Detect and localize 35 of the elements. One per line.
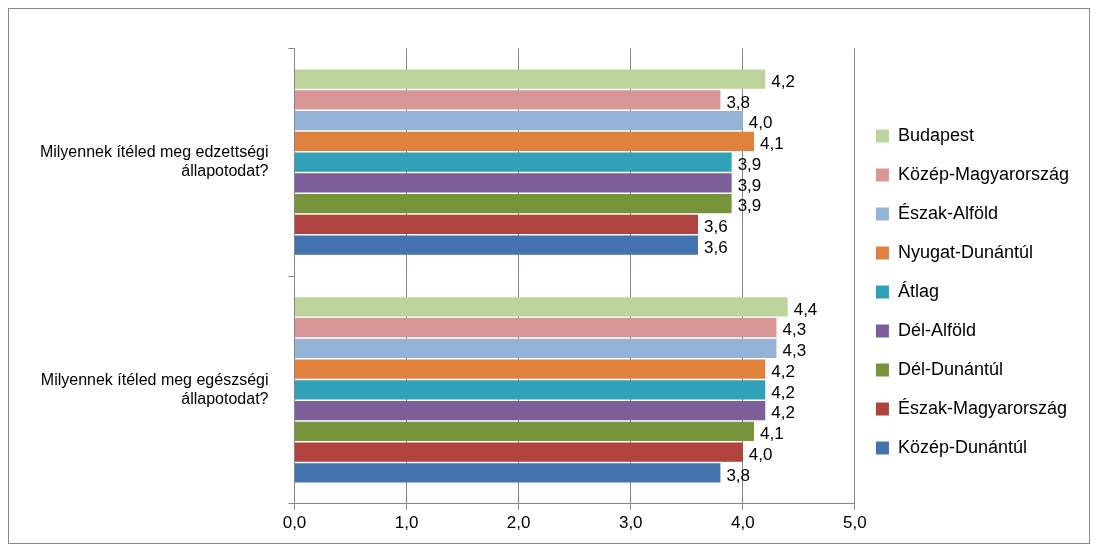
data-label: 4,4	[793, 299, 818, 319]
data-label: 4,2	[771, 361, 795, 381]
data-label: 3,8	[726, 92, 751, 112]
data-label: 3,6	[704, 237, 728, 257]
x-tick-label: 0,0	[282, 512, 307, 532]
data-label: 4,2	[771, 382, 795, 402]
legend-label: Dél-Alföld	[897, 319, 976, 340]
legend-label: Átlag	[897, 280, 939, 301]
legend-label: Dél-Dunántúl	[897, 358, 1003, 379]
data-label: 4,0	[748, 113, 773, 133]
data-label: 4,1	[760, 134, 784, 154]
legend-label: Észak-Magyarország	[897, 397, 1067, 418]
data-label: 4,0	[748, 444, 773, 464]
x-tick-label: 4,0	[731, 512, 755, 532]
data-label: 4,2	[771, 71, 795, 91]
data-label: 3,9	[737, 196, 762, 216]
y-tick-label: Milyennek ítéled meg edzettségi állapotodat?	[39, 142, 269, 180]
data-label: 4,3	[782, 320, 807, 340]
data-label: 3,9	[737, 154, 762, 174]
data-label: 3,9	[737, 175, 762, 195]
data-label: 4,2	[771, 403, 795, 423]
x-tick-label: 5,0	[843, 512, 867, 532]
data-label: 3,8	[726, 465, 751, 485]
legend-label: Közép-Dunántúl	[897, 436, 1028, 457]
x-tick-label: 2,0	[506, 512, 531, 532]
y-tick-label: Milyennek ítéled meg egészségi állapotodat?	[40, 370, 269, 407]
legend-label: Észak-Alföld	[897, 202, 998, 223]
x-tick-label: 1,0	[394, 512, 419, 532]
data-label: 4,3	[782, 341, 807, 361]
data-label: 4,1	[760, 424, 784, 444]
legend-label: Közép-Magyarország	[897, 163, 1070, 184]
legend-label: Nyugat-Dunántúl	[897, 241, 1034, 262]
data-label: 3,6	[704, 217, 728, 237]
x-tick-label: 3,0	[618, 512, 643, 532]
legend-label: Budapest	[897, 124, 974, 145]
